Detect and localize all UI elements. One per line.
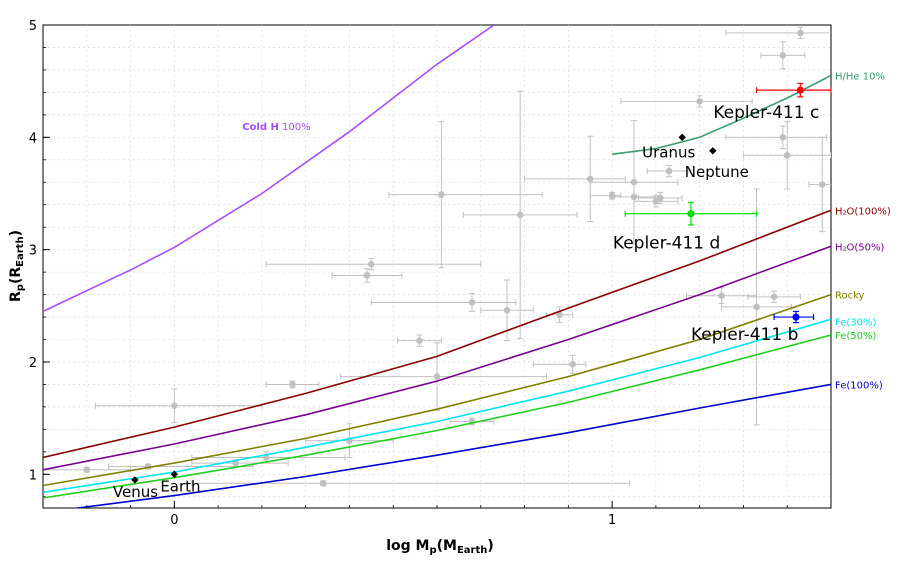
curve-label: H/He 10% (835, 72, 885, 83)
background-planet-marker (779, 52, 787, 59)
cold-h-label-rest: 100% (279, 122, 311, 133)
background-planet-marker (516, 211, 524, 219)
y-tick-label: 5 (29, 19, 37, 34)
x-tick-label: 1 (608, 513, 616, 528)
background-planet-point (462, 90, 578, 339)
solar-planet-label: Uranus (642, 143, 695, 161)
background-planet-marker (416, 337, 423, 344)
solar-planet-marker (678, 133, 686, 142)
y-tick-label: 3 (29, 244, 37, 259)
kepler-planet-label: Kepler-411 c (713, 103, 819, 123)
background-planet-marker (783, 151, 791, 159)
background-planet-point (191, 479, 631, 487)
curve-line (43, 245, 831, 471)
solar-planet-label: Venus (113, 483, 158, 501)
background-planet-point (637, 191, 683, 205)
background-planet-marker (433, 373, 441, 380)
kepler-planet-marker (796, 86, 804, 94)
background-planet-marker (363, 272, 371, 279)
background-planet-point (747, 290, 801, 303)
background-planet-marker (556, 311, 563, 319)
kepler-planet-point (755, 82, 832, 98)
background-planet-point (532, 354, 587, 374)
background-planet-point (265, 380, 320, 389)
background-planet-marker (696, 98, 703, 105)
x-tick-label: 0 (170, 513, 178, 528)
background-planet-marker (630, 178, 638, 186)
background-planet-point (388, 121, 543, 269)
background-planet-point (760, 41, 806, 70)
background-planets (43, 26, 831, 487)
curve-line (43, 293, 831, 487)
background-planet-marker (753, 303, 760, 311)
background-planet-marker (438, 191, 445, 198)
background-planet-point (646, 164, 692, 178)
background-planet-marker (797, 29, 804, 37)
kepler-planet-point (773, 310, 815, 324)
kepler-planet-marker (792, 313, 800, 321)
x-axis-title: log Mp(MEarth) (386, 538, 494, 556)
kepler-planet-marker (687, 210, 695, 218)
kepler-planet-point (624, 201, 758, 226)
y-tick-label: 1 (29, 468, 37, 483)
kepler-planet-label: Kepler-411 b (691, 325, 798, 345)
solar-planet-marker (709, 147, 717, 155)
curve-line (43, 209, 831, 459)
y-tick-label: 4 (29, 131, 37, 146)
solar-planet-label: Neptune (685, 163, 749, 181)
background-planet-marker (665, 167, 673, 175)
cold-h-label-bold: Cold H (242, 122, 279, 133)
curve-label: Rocky (835, 291, 865, 302)
kepler-411-planets: Kepler-411 b Kepler-411 c Kepler-411 d (613, 82, 832, 345)
background-planet-marker (770, 293, 778, 301)
background-planet-marker (656, 194, 664, 202)
curve-line (611, 74, 831, 155)
solar-planet-marker (170, 470, 179, 478)
background-planet-marker (586, 175, 594, 183)
background-planet-point (265, 258, 482, 271)
background-planet-marker (718, 292, 725, 300)
curve-label: Fe(30%) (835, 318, 876, 329)
background-planet-marker (319, 479, 327, 487)
background-planet-point (620, 95, 753, 108)
cold-h-curve (43, 25, 495, 313)
background-planet-point (524, 135, 626, 223)
cold-h-label: Cold H 100% (242, 122, 310, 133)
background-planet-marker (503, 307, 511, 314)
y-axis-title: Rp(REarth) (8, 230, 26, 302)
background-planet-point (397, 334, 442, 347)
solar-planet-label: Earth (160, 477, 200, 495)
background-planet-point (331, 268, 403, 283)
background-planet-point (191, 459, 289, 467)
curve-label: Fe(50%) (835, 331, 876, 342)
axis-ticks: 0 1 1 2 3 4 5 (29, 19, 788, 528)
background-planet-marker (818, 181, 826, 188)
background-planet-marker (569, 360, 577, 368)
curve-label: Fe(100%) (835, 380, 883, 391)
y-tick-label: 2 (29, 356, 37, 371)
background-planet-marker (779, 134, 787, 141)
curve-label: H₂O(100%) (835, 206, 891, 217)
background-planet-point (808, 136, 831, 233)
background-planet-point (95, 388, 263, 424)
background-planet-marker (468, 299, 476, 306)
background-planet-point (370, 292, 517, 312)
background-planet-marker (289, 381, 296, 388)
solar-system-planets: Venus Earth Uranus Neptune (113, 133, 749, 501)
kepler-planet-label: Kepler-411 d (613, 234, 720, 254)
solar-planet-marker (131, 476, 139, 484)
curve-line (71, 383, 831, 508)
curve-labels: H/He 10% H₂O(100%) H₂O(50%) Rocky Fe(30%) Fe(… (242, 72, 891, 392)
background-planet-marker (171, 402, 178, 410)
background-planet-point (725, 125, 828, 150)
background-planet-marker (368, 260, 375, 268)
background-planet-point (721, 188, 793, 426)
background-planet-point (725, 26, 831, 39)
curve-label: H₂O(50%) (835, 242, 885, 253)
background-planet-point (742, 121, 831, 190)
background-planet-marker (83, 466, 91, 474)
background-planet-point (589, 119, 679, 245)
